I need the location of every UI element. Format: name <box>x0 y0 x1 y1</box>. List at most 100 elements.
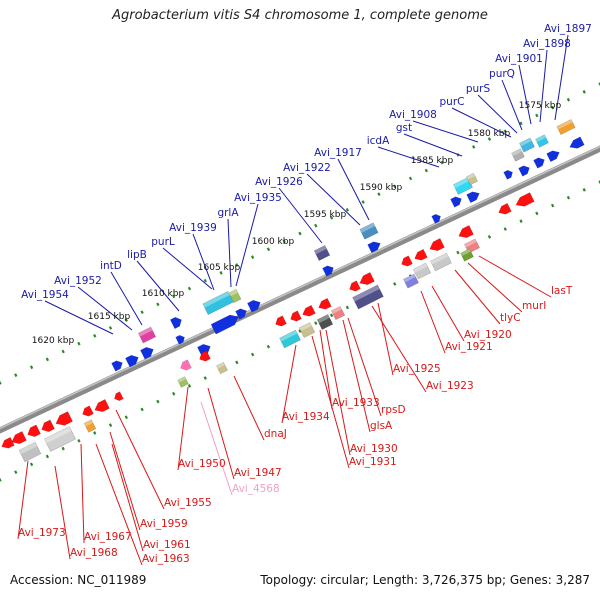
gene-arrow-bottom-21 <box>1 436 15 449</box>
leader-line <box>278 187 323 244</box>
gene-box-top-9 <box>228 288 242 304</box>
top-gene-label: purQ <box>489 68 515 80</box>
bottom-gene-label: lasT <box>551 285 573 297</box>
gene-arrow-top-4 <box>503 169 513 180</box>
leader-line <box>44 300 114 335</box>
top-gene-label: grlA <box>217 207 239 219</box>
leader-line <box>377 146 440 168</box>
gene-arrow-top-7 <box>431 213 441 224</box>
leader-line <box>454 269 501 325</box>
gene-arrow-top-10 <box>247 299 261 313</box>
gene-box-bottom-2 <box>430 252 452 272</box>
gene-box-bottom-4 <box>403 273 419 289</box>
bottom-gene-label: glsA <box>370 420 393 432</box>
top-gene-label: gst <box>396 122 412 134</box>
leader-line <box>95 443 143 566</box>
top-gene-label: Avi_1917 <box>314 147 362 159</box>
gene-box-bottom-8 <box>298 322 316 338</box>
gene-arrow-top-18 <box>111 360 123 372</box>
bottom-gene-label: Avi_1923 <box>426 380 474 392</box>
gene-arrow-bottom-19 <box>27 424 41 438</box>
bottom-gene-label: Avi_1968 <box>70 547 118 559</box>
leader-line <box>115 409 165 510</box>
leader-line <box>111 443 144 552</box>
bottom-gene-label: Avi_1961 <box>143 539 191 551</box>
kbp-tick-label: 1585 kbp <box>411 156 454 166</box>
gene-box-bottom-1 <box>460 248 474 262</box>
top-gene-label: Avi_1939 <box>169 222 217 234</box>
leader-line <box>325 329 351 456</box>
genome-backbone <box>0 145 600 434</box>
gene-arrow-top-8 <box>367 241 381 254</box>
genome-info-text: Topology: circular; Length: 3,726,375 bp… <box>260 573 590 587</box>
kbp-tick-label: 1610 kbp <box>142 289 185 299</box>
gene-arrow-top-9 <box>322 265 334 277</box>
leader-line <box>518 64 532 125</box>
leader-line <box>110 271 143 326</box>
top-gene-label: purL <box>151 236 175 248</box>
leader-line <box>235 203 259 287</box>
gene-arrow-bottom-1 <box>498 202 512 215</box>
kbp-tick-label: 1600 kbp <box>252 237 295 247</box>
leader-line <box>319 329 333 410</box>
gene-arrow-top-1 <box>546 150 560 163</box>
bottom-gene-label: Avi_1931 <box>349 456 397 468</box>
leader-line <box>337 158 370 221</box>
gene-arrow-bottom-4 <box>414 248 428 261</box>
gene-arrow-bottom-3 <box>429 238 445 252</box>
leader-line <box>207 387 235 480</box>
kbp-tick-label: 1620 kbp <box>32 336 75 346</box>
map-title: Agrobacterium vitis S4 chromosome 1, com… <box>112 8 488 23</box>
gene-box-bottom-14 <box>18 441 42 463</box>
leader-line <box>420 290 446 354</box>
leader-line <box>80 443 85 544</box>
kbp-tick-label: 1615 kbp <box>88 312 131 322</box>
leader-line <box>54 465 71 560</box>
gene-arrow-bottom-13 <box>180 359 192 371</box>
gene-arrow-top-6 <box>450 196 462 208</box>
gene-box-bottom-7 <box>316 314 334 330</box>
accession-text: Accession: NC_011989 <box>10 573 147 587</box>
bottom-gene-label: Avi_1930 <box>350 443 398 455</box>
gene-arrow-bottom-10 <box>290 310 302 322</box>
gene-box-bottom-11 <box>177 376 189 388</box>
top-gene-label: Avi_1908 <box>389 109 437 121</box>
gene-arrow-bottom-14 <box>94 399 110 413</box>
leader-line <box>371 305 427 393</box>
gene-arrow-bottom-17 <box>55 411 73 426</box>
bottom-gene-label: tlyC <box>500 312 521 324</box>
gene-arrow-top-17 <box>125 354 139 368</box>
gene-arrow-bottom-2 <box>458 225 474 239</box>
top-gene-label: purS <box>466 83 491 95</box>
bottom-gene-label: Avi_1959 <box>140 518 188 530</box>
leader-line <box>539 49 548 123</box>
gene-arrow-top-5 <box>466 191 480 204</box>
leader-line <box>431 285 465 342</box>
bottom-gene-label: rpsD <box>381 404 406 416</box>
leader-line <box>477 94 518 134</box>
gene-arrow-bottom-16 <box>114 391 124 402</box>
top-gene-label: icdA <box>367 135 390 147</box>
gene-box-top-1 <box>519 137 535 153</box>
gene-arrow-bottom-5 <box>401 255 413 267</box>
bottom-gene-label: Avi_1973 <box>18 527 66 539</box>
bottom-gene-label: Avi_1921 <box>445 341 493 353</box>
leader-line <box>467 262 523 313</box>
top-gene-label: Avi_1897 <box>544 23 592 35</box>
gene-arrow-top-0 <box>569 136 585 149</box>
gene-box-bottom-12 <box>83 419 97 433</box>
top-gene-label: lipB <box>127 249 147 261</box>
gene-arrow-bottom-15 <box>82 405 94 417</box>
gene-box-top-6 <box>359 222 379 240</box>
gene-arrow-bottom-11 <box>275 315 287 327</box>
leader-line <box>501 79 523 131</box>
gene-box-top-7 <box>313 245 331 261</box>
gene-box-top-0 <box>556 119 576 135</box>
top-gene-label: Avi_1922 <box>283 162 331 174</box>
leader-line <box>306 173 361 226</box>
top-gene-label: purC <box>440 96 465 108</box>
leader-line <box>177 386 189 471</box>
gene-arrow-bottom-12 <box>199 350 211 362</box>
kbp-tick-label: 1605 kbp <box>198 263 241 273</box>
